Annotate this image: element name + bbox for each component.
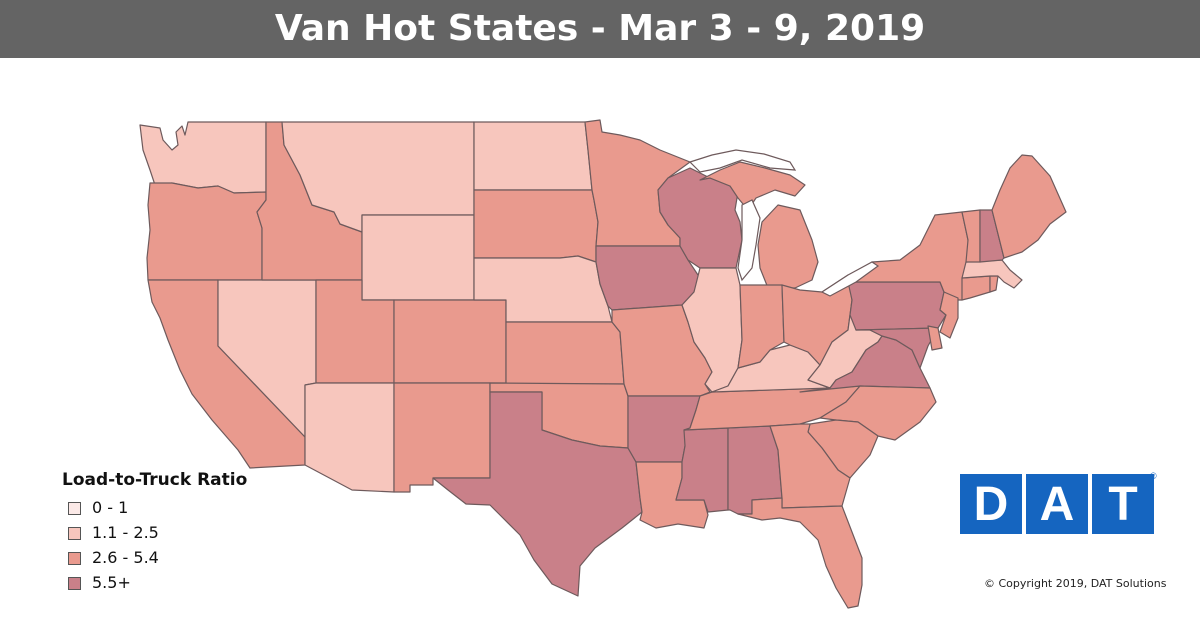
- registered-mark: ®: [1150, 471, 1157, 481]
- legend-swatch: [68, 577, 81, 590]
- state-KS: [505, 321, 625, 385]
- state-CT: [961, 275, 991, 301]
- logo-letter: A: [1039, 478, 1075, 531]
- state-GA: [769, 423, 851, 509]
- state-MI: [699, 161, 819, 289]
- state-VT: [961, 209, 981, 263]
- state-FL: [737, 497, 863, 609]
- state-DE: [927, 325, 943, 351]
- logo-letter: D: [973, 478, 1009, 531]
- map-title: Van Hot States - Mar 3 - 9, 2019: [274, 8, 926, 49]
- legend-swatch: [68, 552, 81, 565]
- legend-label: 2.6 - 5.4: [92, 548, 159, 567]
- state-AZ: [304, 382, 395, 493]
- state-NH: [979, 209, 1005, 263]
- state-IA: [595, 245, 701, 311]
- logo-letter: T: [1108, 478, 1138, 531]
- legend-label: 0 - 1: [92, 498, 129, 517]
- legend-title: Load-to-Truck Ratio: [62, 470, 248, 490]
- lake-superior: [688, 149, 797, 173]
- legend-label: 1.1 - 2.5: [92, 523, 159, 542]
- dat-logo: D A T ®: [960, 471, 1158, 534]
- title-bar: Van Hot States - Mar 3 - 9, 2019: [0, 0, 1200, 58]
- lake-michigan: [737, 199, 761, 282]
- state-MA: [961, 259, 1023, 289]
- state-NM: [393, 382, 491, 493]
- legend-label: 5.5+: [92, 573, 131, 592]
- state-WA: [139, 121, 267, 194]
- logo-box: A: [1026, 474, 1088, 534]
- legend-swatch: [68, 527, 81, 540]
- state-ME: [991, 154, 1067, 259]
- legend: Load-to-Truck Ratio 0 - 1 1.1 - 2.5 2.6 …: [62, 470, 302, 600]
- state-PA: [847, 281, 947, 331]
- logo-box: D: [960, 474, 1022, 534]
- state-NJ: [939, 291, 959, 339]
- state-CO: [393, 299, 507, 384]
- state-SD: [473, 189, 599, 263]
- state-TX: [432, 391, 643, 597]
- copyright-text: © Copyright 2019, DAT Solutions: [984, 577, 1167, 590]
- legend-swatch: [68, 502, 81, 515]
- state-ND: [473, 121, 593, 191]
- state-WY: [361, 214, 475, 301]
- state-OR: [146, 182, 267, 281]
- state-RI: [989, 275, 999, 293]
- lake-erie: [820, 261, 880, 297]
- logo-box: T: [1092, 474, 1154, 534]
